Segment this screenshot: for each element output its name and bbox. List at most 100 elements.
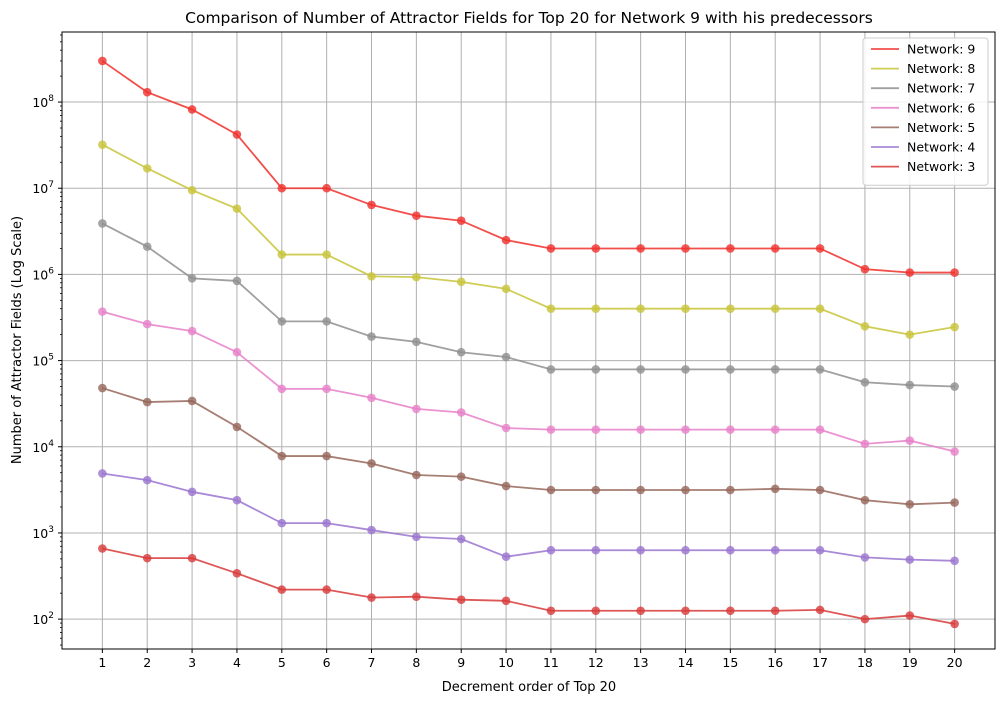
data-point bbox=[501, 284, 511, 294]
x-tick-label: 19 bbox=[902, 655, 918, 670]
data-point bbox=[367, 459, 376, 468]
data-point bbox=[726, 365, 735, 374]
data-point bbox=[322, 518, 331, 528]
data-point bbox=[860, 439, 870, 449]
legend-label: Network: 5 bbox=[907, 120, 975, 135]
data-point bbox=[815, 365, 825, 374]
data-point bbox=[681, 485, 690, 495]
data-point bbox=[142, 475, 152, 485]
data-point bbox=[815, 304, 825, 314]
legend-label: Network: 3 bbox=[907, 159, 975, 174]
data-point bbox=[681, 365, 690, 374]
y-tick-label: 103 bbox=[32, 525, 54, 541]
legend-box bbox=[862, 37, 989, 186]
data-point bbox=[950, 447, 959, 456]
data-point bbox=[456, 347, 466, 357]
data-point bbox=[591, 365, 601, 374]
x-tick-label: 17 bbox=[812, 655, 828, 670]
data-point bbox=[98, 140, 107, 149]
data-point bbox=[546, 304, 556, 314]
data-point bbox=[187, 105, 197, 114]
legend-label: Network: 4 bbox=[907, 140, 975, 155]
data-point bbox=[546, 545, 556, 555]
data-point bbox=[277, 384, 287, 394]
data-point bbox=[950, 619, 959, 629]
data-point bbox=[322, 384, 331, 394]
x-tick-label: 12 bbox=[588, 655, 604, 670]
data-point bbox=[412, 532, 421, 542]
data-point bbox=[367, 200, 376, 210]
series-network-8 bbox=[98, 140, 959, 339]
x-tick-label: 2 bbox=[143, 655, 151, 670]
data-point bbox=[367, 525, 376, 535]
data-point bbox=[456, 534, 466, 544]
data-point bbox=[367, 593, 376, 602]
data-point bbox=[232, 276, 242, 286]
x-tick-label: 14 bbox=[678, 655, 694, 670]
data-point bbox=[726, 304, 735, 314]
legend: Network: 9 Network: 8 Network: 7 Network: 6… bbox=[862, 37, 989, 186]
data-point bbox=[456, 595, 466, 604]
data-point bbox=[636, 425, 645, 434]
y-axis-label: Number of Attractor Fields (Log Scale) bbox=[10, 216, 25, 464]
data-point bbox=[187, 185, 197, 195]
x-axis-label: Decrement order of Top 20 bbox=[442, 680, 616, 695]
data-point bbox=[636, 304, 645, 314]
series-line bbox=[101, 222, 955, 388]
data-point bbox=[905, 436, 915, 445]
y-tick-label: 108 bbox=[32, 94, 54, 110]
data-point bbox=[770, 545, 780, 555]
legend-label: Network: 8 bbox=[907, 61, 975, 76]
data-point bbox=[232, 495, 242, 505]
legend-item: Network: 4 bbox=[871, 140, 975, 155]
data-point bbox=[770, 425, 780, 434]
data-point bbox=[98, 469, 107, 478]
data-point bbox=[860, 377, 870, 387]
data-point bbox=[591, 545, 601, 555]
y-tick-label: 105 bbox=[32, 353, 54, 369]
data-point bbox=[591, 244, 601, 253]
data-point bbox=[950, 556, 959, 566]
data-point bbox=[501, 481, 511, 491]
series-line bbox=[101, 60, 955, 274]
data-point bbox=[905, 555, 915, 564]
legend-item: Network: 3 bbox=[871, 159, 975, 174]
data-point bbox=[501, 596, 511, 606]
data-point bbox=[726, 545, 735, 555]
data-point bbox=[770, 304, 780, 314]
data-point bbox=[905, 611, 915, 620]
x-tick-label: 10 bbox=[498, 655, 514, 670]
data-point bbox=[546, 425, 556, 434]
data-point bbox=[367, 272, 376, 281]
data-point bbox=[681, 545, 690, 555]
data-point bbox=[232, 569, 242, 578]
data-point bbox=[905, 499, 915, 509]
plot-series bbox=[98, 56, 959, 629]
data-point bbox=[98, 307, 107, 316]
data-point bbox=[412, 211, 421, 221]
data-point bbox=[367, 393, 376, 403]
data-point bbox=[277, 518, 287, 528]
data-point bbox=[546, 244, 556, 253]
data-point bbox=[142, 319, 152, 329]
data-point bbox=[412, 592, 421, 602]
data-point bbox=[98, 219, 107, 228]
data-point bbox=[187, 274, 197, 283]
data-point bbox=[860, 495, 870, 505]
data-point bbox=[98, 56, 107, 66]
series-network-4 bbox=[98, 469, 959, 566]
data-point bbox=[142, 553, 152, 563]
data-point bbox=[726, 606, 735, 616]
data-point bbox=[950, 268, 959, 277]
legend-item: Network: 7 bbox=[871, 81, 975, 96]
x-tick-label: 15 bbox=[722, 655, 738, 670]
legend-item: Network: 5 bbox=[871, 120, 975, 135]
data-point bbox=[187, 396, 197, 406]
data-point bbox=[322, 250, 331, 259]
data-point bbox=[367, 332, 376, 341]
data-point bbox=[412, 404, 421, 414]
legend-label: Network: 6 bbox=[907, 100, 975, 115]
data-point bbox=[815, 244, 825, 253]
x-axis-ticks: 1 2 3 4 5 6 7 8 9 10 11 12 13 14 15 16 17 18 19 20 bbox=[98, 649, 963, 670]
